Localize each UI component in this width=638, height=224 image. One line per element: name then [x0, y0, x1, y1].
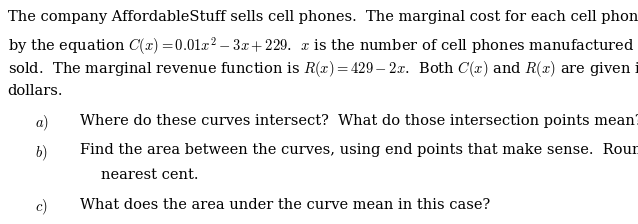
Text: sold.  The marginal revenue function is $R(x) = 429 - 2x$.  Both $C(x)$ and $R(x: sold. The marginal revenue function is $… — [8, 59, 638, 79]
Text: Where do these curves intersect?  What do those intersection points mean?: Where do these curves intersect? What do… — [80, 114, 638, 128]
Text: The company AffordableStuff sells cell phones.  The marginal cost for each cell : The company AffordableStuff sells cell p… — [8, 10, 638, 24]
Text: Find the area between the curves, using end points that make sense.  Round to th: Find the area between the curves, using … — [80, 143, 638, 157]
Text: dollars.: dollars. — [8, 84, 63, 98]
Text: by the equation $C(x) = 0.01x^2 - 3x + 229$.  $x$ is the number of cell phones m: by the equation $C(x) = 0.01x^2 - 3x + 2… — [8, 35, 638, 57]
Text: What does the area under the curve mean in this case?: What does the area under the curve mean … — [80, 198, 490, 212]
Text: $b)$: $b)$ — [35, 143, 48, 163]
Text: $c)$: $c)$ — [35, 198, 48, 218]
Text: $a)$: $a)$ — [35, 114, 49, 134]
Text: nearest cent.: nearest cent. — [101, 168, 198, 182]
